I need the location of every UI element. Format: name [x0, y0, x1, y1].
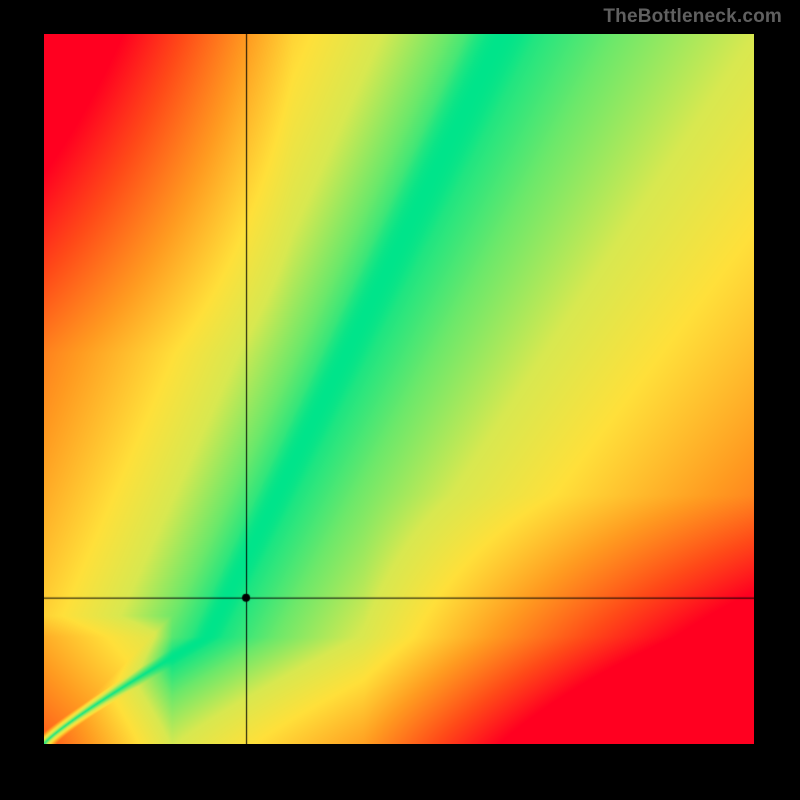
bottleneck-heatmap	[44, 34, 754, 744]
watermark-text: TheBottleneck.com	[603, 6, 782, 28]
heatmap-canvas	[44, 34, 754, 744]
